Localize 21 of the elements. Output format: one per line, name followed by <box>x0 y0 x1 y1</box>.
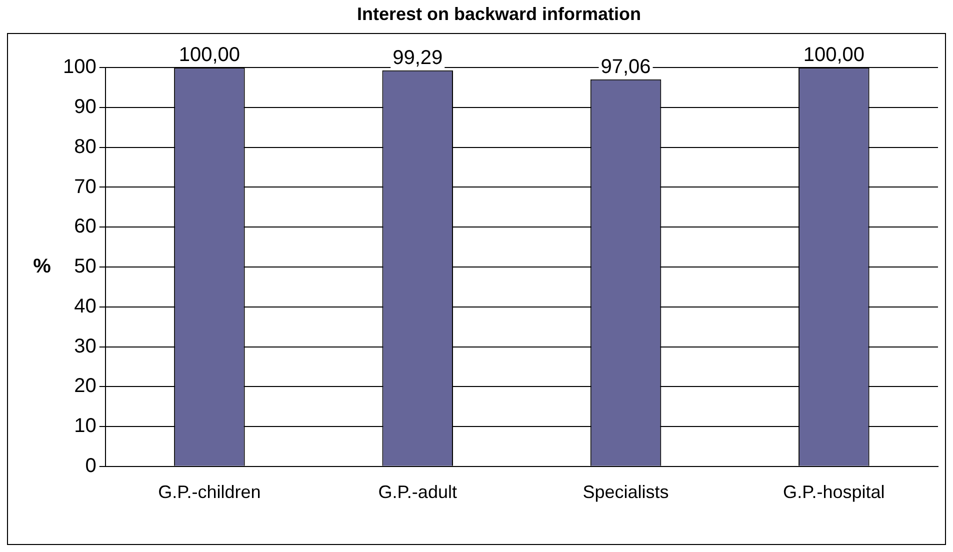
y-tick-label: 40 <box>74 295 96 318</box>
y-tick-label: 90 <box>74 96 96 118</box>
y-tick-label: 20 <box>74 375 96 398</box>
data-label: 99,29 <box>392 46 443 69</box>
x-tick-label: G.P.-children <box>158 482 261 502</box>
y-tick-label: 50 <box>74 256 96 278</box>
y-tick-label: 0 <box>85 454 96 477</box>
y-tick-label: 70 <box>74 176 96 198</box>
data-label: 97,06 <box>600 56 651 78</box>
y-axis-title: % <box>33 256 52 278</box>
y-tick-label: 100 <box>62 56 96 78</box>
y-tick-label: 30 <box>74 335 96 358</box>
x-tick-label: G.P.-hospital <box>783 482 885 502</box>
data-label: 100,00 <box>178 44 240 66</box>
x-tick-label: Specialists <box>582 482 669 502</box>
y-tick-label: 60 <box>74 216 96 238</box>
chart-title: Interest on backward information <box>356 4 642 24</box>
y-tick-label: 10 <box>74 415 96 438</box>
x-tick-label: G.P.-adult <box>378 482 457 502</box>
y-tick-label: 80 <box>74 136 96 158</box>
data-label: 100,00 <box>803 44 865 66</box>
